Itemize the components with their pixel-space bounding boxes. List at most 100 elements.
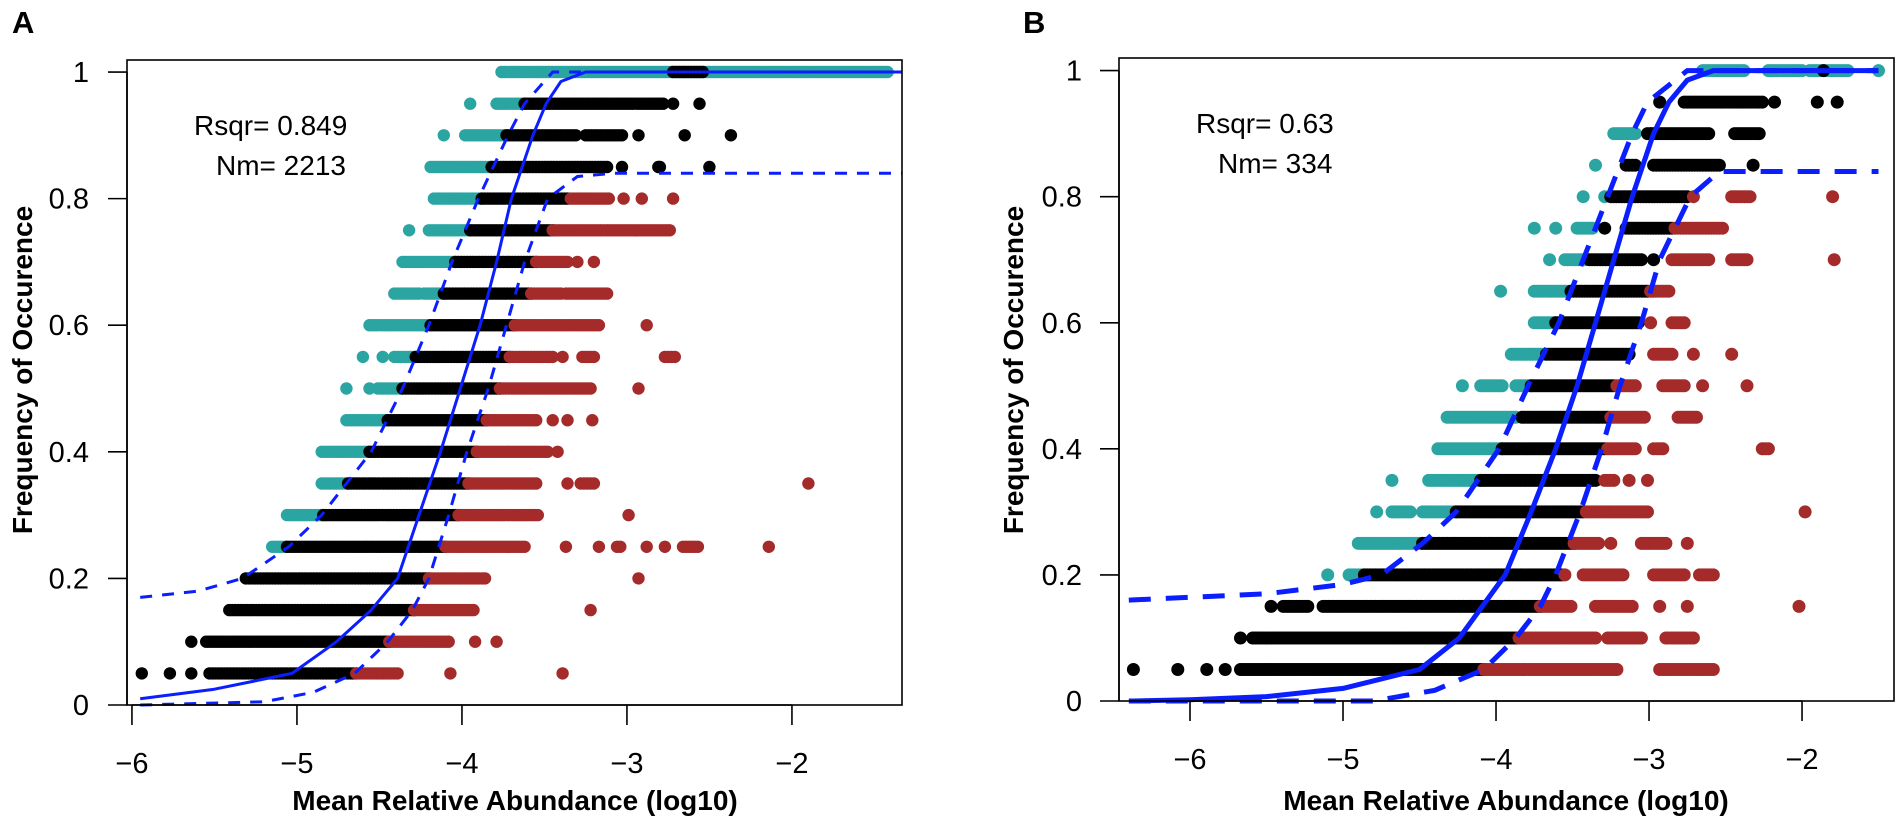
- point-red: [1706, 568, 1720, 582]
- point-row: [315, 445, 564, 458]
- point-row: [1543, 253, 1841, 267]
- point-red: [1740, 253, 1754, 267]
- model-curves: [1128, 68, 1879, 704]
- point-row: [266, 540, 775, 553]
- point-teal: [1576, 190, 1590, 204]
- scatter-points: [135, 65, 894, 680]
- point-red: [1665, 347, 1679, 361]
- point-black: [1830, 95, 1844, 109]
- point-red: [551, 445, 564, 458]
- point-teal: [1543, 253, 1557, 267]
- point-row: [396, 255, 601, 269]
- point-row: [1576, 190, 1840, 204]
- x-tick-label: −4: [445, 748, 478, 780]
- point-teal: [402, 224, 416, 237]
- x-tick-label: −5: [280, 748, 313, 780]
- point-red: [1702, 253, 1716, 267]
- point-red: [530, 477, 543, 490]
- point-red: [1686, 347, 1700, 361]
- x-tick-label: −2: [1786, 744, 1819, 776]
- point-red: [559, 540, 573, 553]
- point-red: [587, 255, 601, 269]
- point-row: [427, 192, 680, 205]
- point-red: [442, 635, 455, 648]
- point-row: [1504, 347, 1739, 361]
- point-red: [1622, 473, 1636, 487]
- point-black: [1218, 663, 1232, 676]
- point-black: [1653, 95, 1667, 109]
- point-row: [424, 160, 716, 174]
- panel-a: A −6 −5 −4 −3 −2 0 0.2 0.4 0.6 0.8 1 Rsqr= 0.849 N…: [7, 5, 903, 816]
- point-red: [1827, 253, 1841, 267]
- point-teal: [356, 350, 370, 364]
- y-tick-label: 1: [73, 57, 89, 89]
- point-red: [802, 477, 815, 490]
- point-red: [1641, 473, 1654, 487]
- point-red: [635, 192, 648, 205]
- point-row: [315, 477, 815, 490]
- point-red: [1644, 316, 1658, 330]
- point-red: [1761, 442, 1775, 456]
- point-red: [1706, 663, 1720, 676]
- point-red: [1589, 631, 1602, 645]
- point-black: [1746, 158, 1760, 172]
- point-black: [185, 667, 198, 680]
- point-red: [391, 667, 404, 680]
- point-red: [668, 350, 681, 364]
- point-red: [541, 445, 554, 458]
- point-red: [546, 414, 559, 427]
- point-red: [640, 540, 653, 553]
- point-red: [1716, 221, 1729, 235]
- x-tick-label: −6: [1173, 744, 1206, 776]
- point-teal: [340, 382, 353, 395]
- point-red: [691, 540, 705, 553]
- point-black: [1264, 599, 1278, 613]
- point-row: [239, 572, 645, 585]
- point-row: [1589, 158, 1760, 172]
- point-row: [388, 287, 614, 300]
- panel-b: B −6 −5 −4 −3 −2 0 0.2 0.4 0.6 0.8 1 Rsqr= 0.63 Nm…: [998, 5, 1895, 816]
- point-red: [1677, 316, 1691, 330]
- point-black: [1755, 95, 1769, 109]
- x-axis-title: Mean Relative Abundance (log10): [292, 785, 738, 816]
- y-axis-title: Frequency of Occurence: [7, 206, 38, 534]
- point-row: [402, 224, 676, 237]
- point-teal: [1494, 284, 1508, 298]
- nm-annotation: Nm= 2213: [216, 150, 346, 181]
- point-black: [135, 667, 148, 680]
- point-black: [666, 97, 680, 110]
- point-red: [1592, 536, 1605, 550]
- panel-label: A: [12, 5, 34, 40]
- point-red: [571, 255, 584, 269]
- point-red: [561, 255, 574, 269]
- point-teal: [1495, 379, 1509, 393]
- point-row: [1431, 442, 1775, 456]
- y-tick-label: 0.6: [49, 310, 89, 342]
- point-red: [1686, 631, 1700, 645]
- point-row: [437, 129, 738, 142]
- point-row: [185, 635, 503, 648]
- point-black: [1234, 631, 1247, 645]
- axes: −6 −5 −4 −3 −2 0 0.2 0.4 0.6 0.8 1: [49, 57, 903, 780]
- point-black: [1628, 158, 1642, 172]
- scatter-points: [1126, 64, 1885, 676]
- point-red: [444, 667, 457, 680]
- point-red: [1677, 379, 1691, 393]
- point-black: [1171, 663, 1185, 676]
- point-red: [1604, 536, 1618, 550]
- y-tick-label: 0.4: [49, 437, 89, 469]
- point-teal: [1455, 379, 1469, 393]
- point-red: [592, 319, 606, 332]
- point-row: [223, 603, 597, 617]
- point-row: [464, 97, 706, 110]
- point-row: [1494, 284, 1676, 298]
- point-black: [600, 160, 614, 174]
- point-red: [478, 572, 492, 585]
- x-tick-label: −6: [115, 748, 148, 780]
- point-red: [1677, 568, 1691, 582]
- point-black: [1810, 95, 1824, 109]
- point-red: [1680, 536, 1694, 550]
- point-black: [1712, 158, 1726, 172]
- fit-line: [140, 70, 902, 701]
- point-teal: [1403, 505, 1417, 519]
